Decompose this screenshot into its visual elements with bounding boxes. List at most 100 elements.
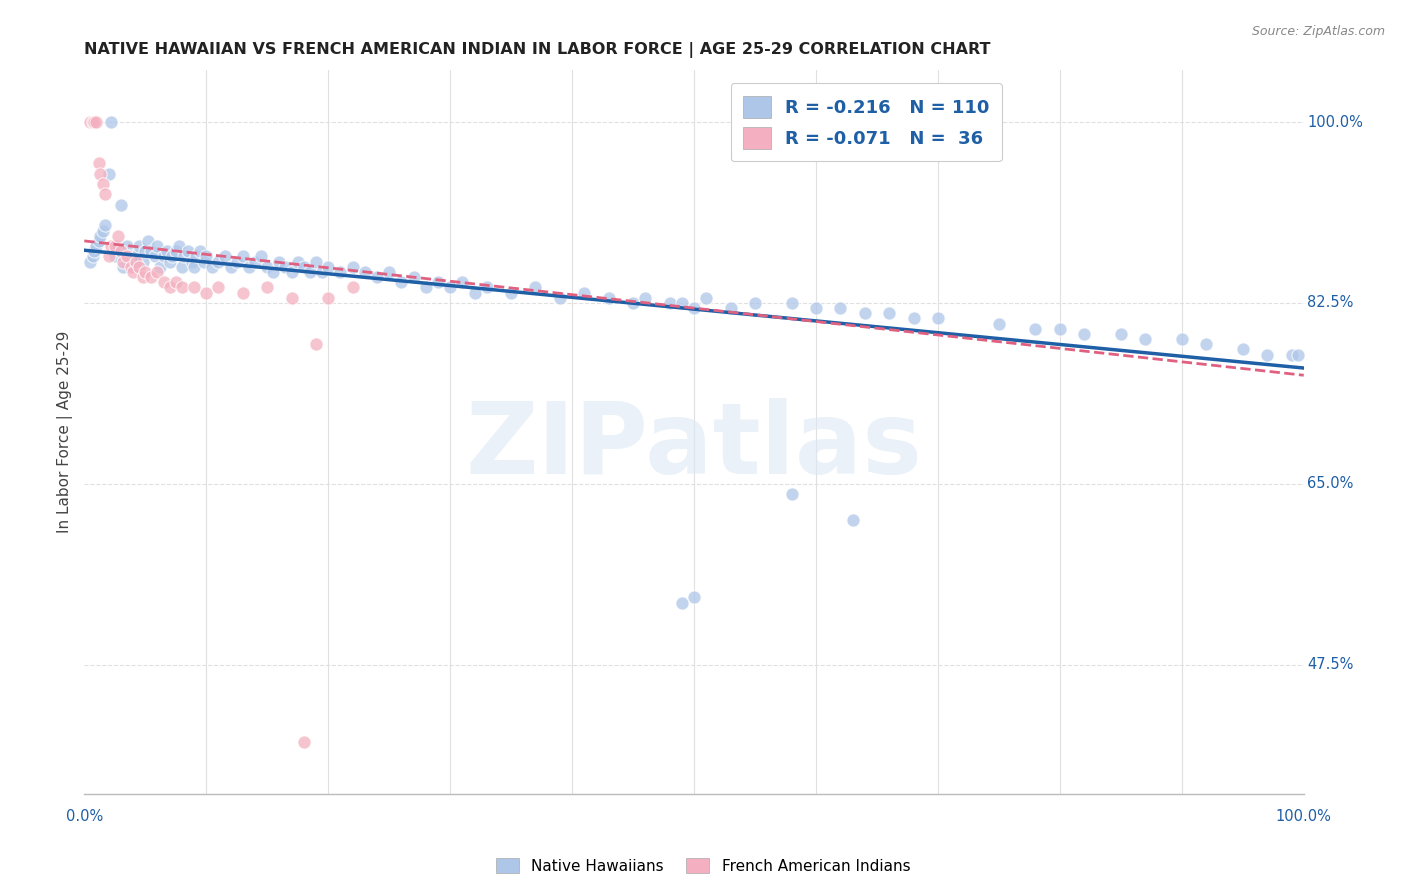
Point [501, 285, 523, 300]
Point [104, 239, 127, 253]
Point [269, 254, 291, 268]
Point [695, 291, 717, 305]
Text: 100.0%: 100.0% [1275, 809, 1331, 824]
Point [804, 301, 827, 315]
Point [149, 260, 172, 274]
Point [112, 260, 135, 274]
Point [671, 296, 693, 310]
Point [451, 275, 474, 289]
Point [134, 244, 156, 259]
Point [169, 239, 191, 253]
Point [298, 265, 321, 279]
Point [389, 275, 412, 289]
Point [1049, 322, 1071, 336]
Point [402, 270, 425, 285]
Point [415, 280, 437, 294]
Point [82, 115, 104, 129]
Point [186, 249, 208, 263]
Point [159, 254, 181, 268]
Point [201, 260, 224, 274]
Point [122, 265, 145, 279]
Point [195, 285, 218, 300]
Point [1256, 348, 1278, 362]
Point [219, 260, 242, 274]
Point [524, 280, 547, 294]
Point [683, 301, 706, 315]
Point [1171, 332, 1194, 346]
Point [342, 260, 364, 274]
Point [173, 249, 195, 263]
Point [124, 254, 146, 268]
Point [128, 260, 150, 274]
Point [124, 249, 146, 263]
Text: 0.0%: 0.0% [66, 809, 103, 824]
Point [232, 285, 254, 300]
Text: ZIPatlas: ZIPatlas [465, 398, 922, 495]
Text: 65.0%: 65.0% [1308, 476, 1354, 491]
Point [475, 280, 498, 294]
Text: NATIVE HAWAIIAN VS FRENCH AMERICAN INDIAN IN LABOR FORCE | AGE 25-29 CORRELATION: NATIVE HAWAIIAN VS FRENCH AMERICAN INDIA… [84, 42, 991, 58]
Point [110, 244, 132, 259]
Point [159, 280, 181, 294]
Point [287, 254, 309, 268]
Point [207, 254, 229, 268]
Point [463, 285, 485, 300]
Point [780, 487, 803, 501]
Point [1109, 326, 1132, 341]
Text: Source: ZipAtlas.com: Source: ZipAtlas.com [1251, 25, 1385, 38]
Point [94, 187, 117, 202]
Point [342, 280, 364, 294]
Point [136, 234, 159, 248]
Point [83, 244, 105, 259]
Point [82, 249, 104, 263]
Point [1195, 337, 1218, 351]
Point [87, 234, 110, 248]
Point [683, 591, 706, 605]
Point [115, 239, 138, 253]
Point [841, 513, 863, 527]
Point [104, 249, 127, 263]
Point [316, 291, 339, 305]
Text: 100.0%: 100.0% [1308, 114, 1364, 129]
Point [152, 249, 174, 263]
Point [598, 291, 620, 305]
Point [1073, 326, 1095, 341]
Point [305, 254, 328, 268]
Point [214, 249, 236, 263]
Point [439, 280, 461, 294]
Point [100, 239, 122, 253]
Point [262, 265, 284, 279]
Point [207, 280, 229, 294]
Point [1024, 322, 1046, 336]
Point [671, 596, 693, 610]
Point [548, 291, 571, 305]
Point [292, 260, 315, 274]
Point [110, 198, 132, 212]
Point [97, 249, 120, 263]
Point [120, 249, 142, 263]
Point [83, 115, 105, 129]
Point [115, 249, 138, 263]
Point [256, 260, 278, 274]
Point [134, 265, 156, 279]
Point [193, 254, 215, 268]
Point [256, 280, 278, 294]
Point [280, 265, 302, 279]
Point [366, 270, 388, 285]
Point [426, 275, 449, 289]
Point [146, 239, 169, 253]
Point [232, 249, 254, 263]
Point [143, 249, 166, 263]
Point [86, 115, 108, 129]
Point [86, 239, 108, 253]
Point [94, 219, 117, 233]
Point [146, 265, 169, 279]
Point [243, 254, 266, 268]
Point [87, 156, 110, 170]
Point [100, 115, 122, 129]
Point [79, 115, 101, 129]
Point [378, 265, 401, 279]
Point [830, 301, 852, 315]
Point [987, 317, 1010, 331]
Point [91, 177, 114, 191]
